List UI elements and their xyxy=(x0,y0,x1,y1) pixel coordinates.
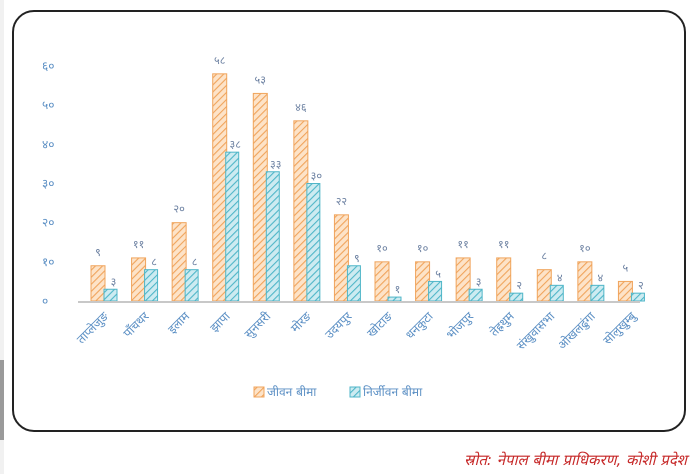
y-tick-label: ५० xyxy=(42,98,54,112)
legend: जीवन बीमा निर्जीवन बीमा xyxy=(253,385,423,399)
data-label: ४६ xyxy=(295,101,307,114)
legend-label-nonlife: निर्जीवन बीमा xyxy=(363,385,423,399)
bar-nonlife-insurance xyxy=(549,284,564,302)
bar-life-insurance xyxy=(252,92,268,302)
bar-nonlife-insurance xyxy=(387,296,402,302)
bar-nonlife-insurance xyxy=(265,171,280,302)
data-label: ९ xyxy=(95,246,101,259)
data-label: ५ xyxy=(435,267,441,280)
data-label: १ xyxy=(395,283,401,296)
bar-life-insurance xyxy=(333,214,349,302)
bar-nonlife-insurance xyxy=(184,269,199,302)
category-label: खोटाङ xyxy=(364,309,395,340)
category-label: भोजपुर xyxy=(444,308,478,342)
category-label: सोलुखुम्बु xyxy=(600,308,640,348)
legend-swatch-life xyxy=(253,386,265,398)
data-label: ३८ xyxy=(229,138,241,151)
bar-life-insurance xyxy=(455,257,471,302)
data-label: १० xyxy=(579,242,591,255)
data-label: २ xyxy=(516,279,522,292)
bar-nonlife-insurance xyxy=(306,183,321,302)
category-label: संखुवासभा xyxy=(514,309,559,354)
data-label: ११ xyxy=(457,238,468,251)
data-label: ३० xyxy=(311,170,323,183)
bar-nonlife-insurance xyxy=(346,265,361,302)
bar-life-insurance xyxy=(617,280,633,302)
category-label: पाँचथर xyxy=(120,308,152,340)
bar-nonlife-insurance xyxy=(144,269,159,302)
y-tick-label: ४० xyxy=(42,137,54,151)
legend-swatch-nonlife xyxy=(349,386,361,398)
bar-nonlife-insurance xyxy=(509,292,524,302)
data-label: २२ xyxy=(336,195,347,208)
data-label: ४ xyxy=(557,271,563,284)
category-label: इलाम xyxy=(165,309,193,337)
y-axis: ० १० २० ३० ४० ५० ६० xyxy=(42,59,54,308)
bar-nonlife-insurance xyxy=(630,292,645,302)
category-label: ताप्लेजुङ xyxy=(74,309,112,347)
bar-life-insurance xyxy=(415,261,431,302)
source-note: स्रोत: नेपाल बीमा प्राधिकरण, कोशी प्रदेश xyxy=(464,451,687,469)
bar-nonlife-insurance xyxy=(225,151,240,302)
chart-frame xyxy=(12,10,686,432)
bar-life-insurance xyxy=(293,120,309,302)
data-label: १० xyxy=(417,242,429,255)
data-label: ८ xyxy=(541,250,547,263)
category-label: धनकुटा xyxy=(403,309,437,343)
page-edge-shadow xyxy=(0,360,4,440)
legend-label-life: जीवन बीमा xyxy=(267,385,317,399)
bar-life-insurance xyxy=(374,261,390,302)
data-label: ८ xyxy=(151,256,157,269)
bar-life-insurance xyxy=(212,73,228,302)
data-label: ५८ xyxy=(214,54,226,67)
bar-life-insurance xyxy=(171,222,187,302)
bar-life-insurance xyxy=(131,257,147,302)
page-edge xyxy=(0,0,4,474)
bar-nonlife-insurance xyxy=(468,288,483,302)
bar-life-insurance xyxy=(496,257,512,302)
y-tick-label: ६० xyxy=(42,59,54,73)
data-label: २ xyxy=(638,279,644,292)
y-tick-label: २० xyxy=(42,216,54,230)
category-label: ओखलढुंगा xyxy=(555,309,599,353)
category-label: सुनसरी xyxy=(242,309,275,342)
data-label: १० xyxy=(376,242,388,255)
data-label: ३ xyxy=(111,275,117,288)
bar-nonlife-insurance xyxy=(428,280,443,302)
y-tick-label: ३० xyxy=(42,177,54,191)
data-label: ८ xyxy=(192,256,198,269)
category-label: उदयपुर xyxy=(322,308,356,342)
data-label: ३३ xyxy=(270,158,281,171)
y-tick-label: ० xyxy=(42,294,48,308)
bar-nonlife-insurance xyxy=(590,284,605,302)
bars: ९३११८२०८५८३८५३३३४६३०२२९१०११०५११३११२८४१०४… xyxy=(90,54,645,302)
data-label: ५३ xyxy=(255,73,266,86)
data-label: ९ xyxy=(354,252,360,265)
category-label: झापा xyxy=(207,309,233,335)
data-label: ५ xyxy=(623,261,629,274)
category-label: मोरङ xyxy=(288,309,314,335)
bar-life-insurance xyxy=(90,265,106,302)
x-axis: ताप्लेजुङ पाँचथर इलाम झापा सुनसरी मोरङ उदयपुर ख… xyxy=(74,308,640,353)
bar-life-insurance xyxy=(577,261,593,302)
category-label: तेह्रथुम xyxy=(487,309,518,340)
data-label: २० xyxy=(173,203,185,216)
bar-life-insurance xyxy=(536,269,552,302)
data-label: ११ xyxy=(133,238,144,251)
data-label: ३ xyxy=(476,275,482,288)
data-label: ११ xyxy=(498,238,509,251)
bar-nonlife-insurance xyxy=(103,288,118,302)
y-tick-label: १० xyxy=(42,255,54,269)
data-label: ४ xyxy=(597,271,603,284)
